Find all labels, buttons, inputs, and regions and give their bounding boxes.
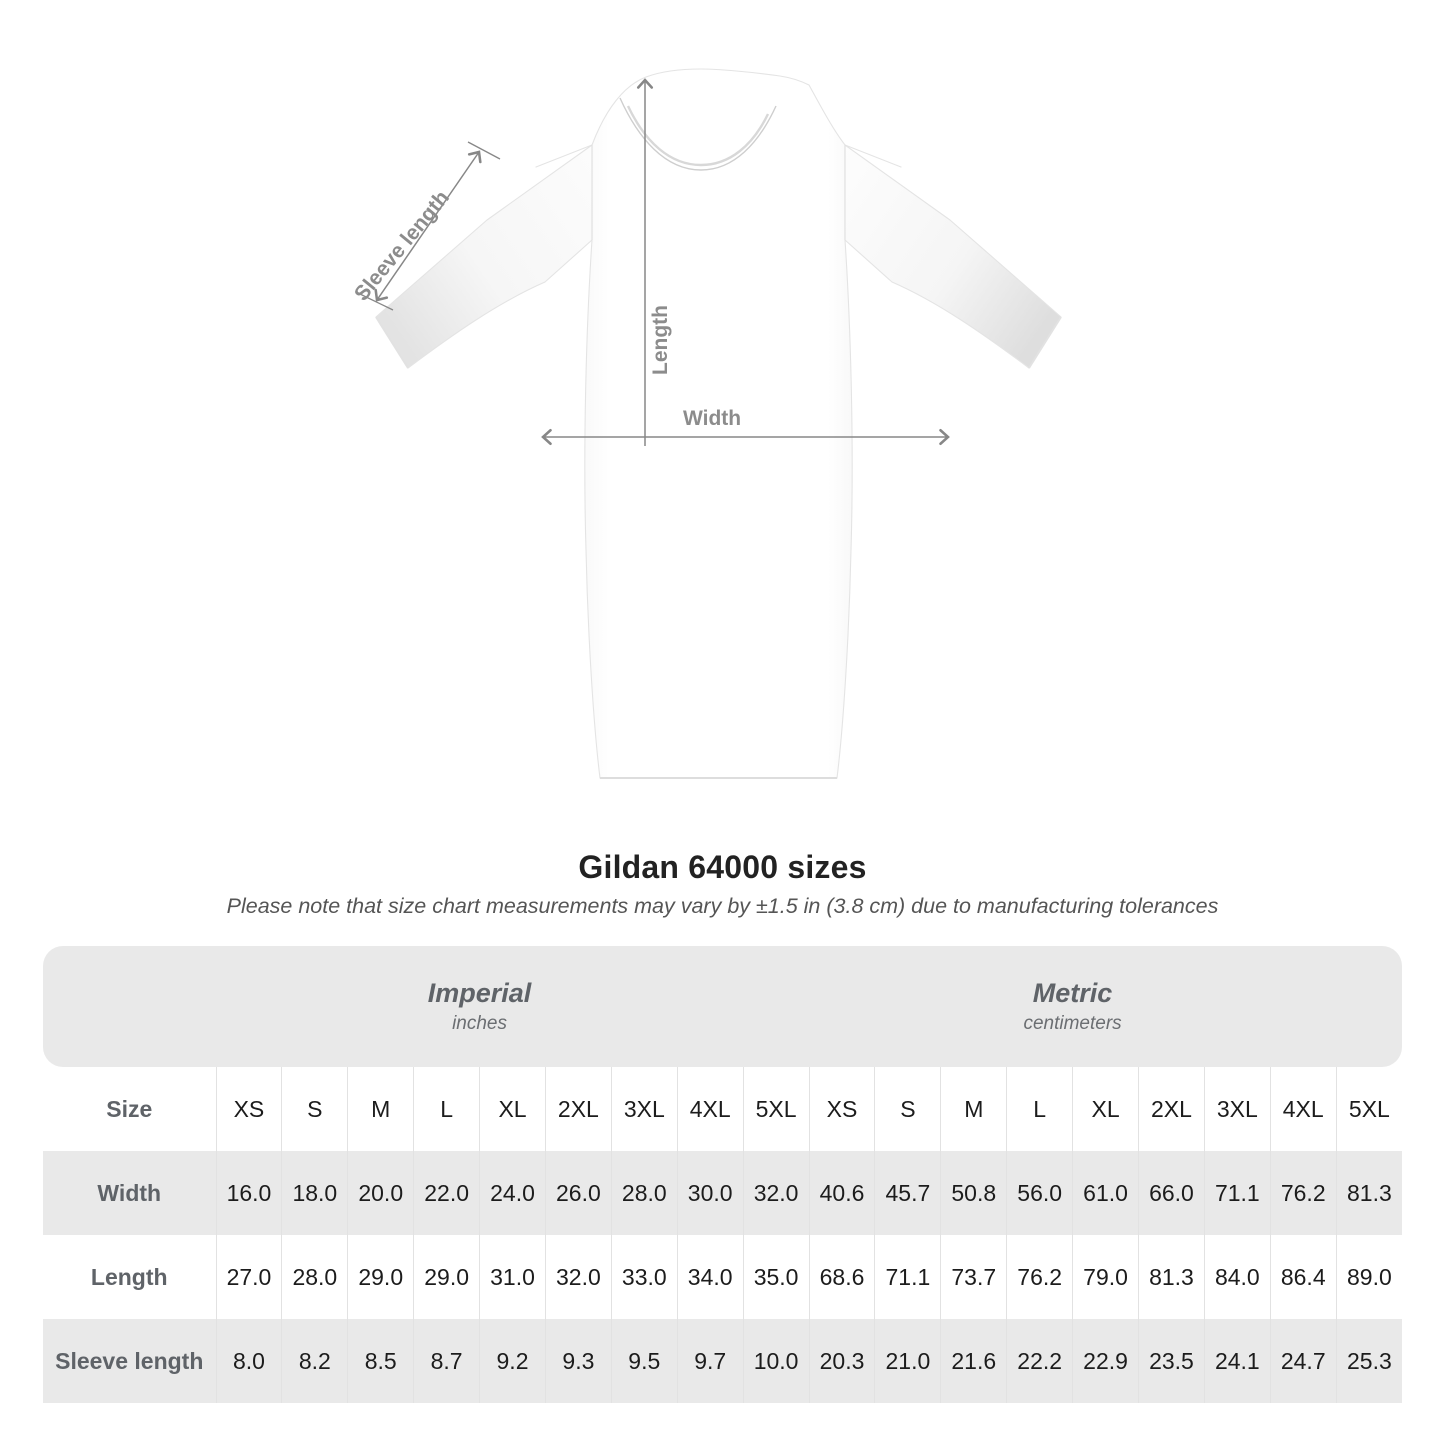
svg-text:Width: Width	[683, 407, 741, 430]
svg-text:Length: Length	[649, 305, 672, 375]
